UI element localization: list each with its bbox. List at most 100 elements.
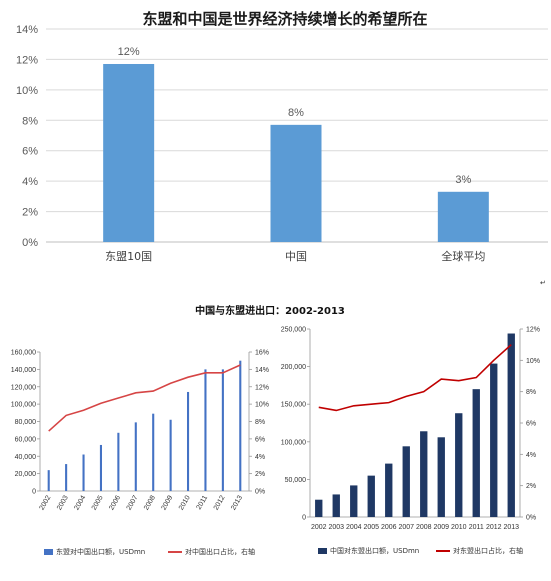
x-tick-label: 2003 [56, 494, 70, 511]
bar [47, 470, 50, 491]
y-tick-label: 4% [22, 176, 38, 188]
y-tick-label: 6% [22, 146, 38, 158]
y-left-tick-label: 60,000 [15, 436, 37, 443]
bottom-right-bars [315, 333, 515, 517]
x-tick-label: 2003 [328, 524, 344, 531]
bottom-left-line [48, 364, 241, 432]
x-tick-label: 2007 [398, 524, 414, 531]
bottom-chart-title: 中国与东盟进出口：2002-2013 [195, 304, 345, 317]
top-chart-y-axis: 0% 2% 4% 6% 8% 10% 12% 14% [16, 24, 38, 249]
y-right-tick-label: 0% [526, 515, 536, 522]
legend-swatch-bar [318, 548, 327, 554]
y-right-tick-label: 2% [526, 483, 536, 490]
x-tick-label: 2006 [381, 524, 397, 531]
bar [221, 369, 224, 491]
x-tick-label: 2013 [230, 494, 244, 511]
legend-swatch-bar [44, 549, 53, 555]
y-right-tick-label: 8% [526, 389, 536, 396]
bottom-right-chart: 0 50,000 100,000 150,000 200,000 250,000 0% 2% 4… [281, 327, 540, 556]
legend-label: 对中国出口占比，右轴 [185, 547, 255, 556]
data-label: 12% [118, 46, 140, 58]
y-right-tick-label: 0% [255, 489, 265, 496]
x-tick-label: 2012 [213, 494, 227, 511]
bottom-right-axes: 0 50,000 100,000 150,000 200,000 250,000 0% 2% 4… [281, 327, 540, 532]
y-right-tick-label: 10% [255, 402, 269, 409]
y-left-tick-label: 150,000 [281, 402, 306, 409]
x-tick-label: 2011 [196, 494, 210, 511]
paragraph-mark-icon: ↵ [540, 280, 546, 287]
bar [455, 413, 463, 517]
data-label: 3% [455, 174, 471, 186]
bar [490, 363, 498, 517]
x-tick-label: 2009 [433, 524, 449, 531]
y-right-tick-label: 4% [526, 452, 536, 459]
bar [437, 437, 445, 517]
y-right-tick-label: 12% [255, 384, 269, 391]
x-tick-label: 2008 [416, 524, 432, 531]
x-tick-label: 2002 [39, 494, 53, 511]
y-right-tick-label: 10% [526, 358, 540, 365]
bar [507, 333, 515, 517]
y-left-tick-label: 160,000 [11, 350, 36, 357]
bottom-left-legend: 东盟对中国出口额，USDmn 对中国出口占比，右轴 [44, 547, 255, 556]
y-right-tick-label: 8% [255, 419, 265, 426]
x-tick-label: 2005 [91, 494, 105, 511]
x-tick-label: 2013 [503, 524, 519, 531]
x-tick-label: 2010 [451, 524, 467, 531]
x-tick-label: 2012 [486, 524, 502, 531]
bar [103, 63, 155, 242]
x-tick-label: 2004 [73, 494, 87, 511]
y-right-tick-label: 6% [526, 421, 536, 428]
bar [367, 475, 375, 517]
top-chart-title: 东盟和中国是世界经济持续增长的希望所在 [142, 10, 427, 28]
x-tick-label: 2006 [108, 494, 122, 511]
y-left-tick-label: 100,000 [11, 402, 36, 409]
x-tick-label: 2011 [469, 524, 484, 531]
bar [402, 446, 410, 517]
y-right-tick-label: 2% [255, 471, 265, 478]
legend-label: 对东盟出口占比，右轴 [453, 546, 523, 555]
top-chart-x-axis: 东盟10国 中国 全球平均 [105, 249, 485, 263]
bar [332, 494, 340, 517]
y-tick-label: 0% [22, 237, 38, 249]
category-label: 全球平均 [441, 249, 485, 263]
y-right-tick-label: 6% [255, 436, 265, 443]
y-left-tick-label: 20,000 [15, 471, 37, 478]
y-left-tick-label: 0 [302, 515, 306, 522]
x-tick-label: 2005 [363, 524, 379, 531]
bar [350, 485, 358, 517]
category-label: 中国 [285, 250, 307, 263]
y-right-tick-label: 12% [526, 327, 540, 334]
x-tick-label: 2008 [143, 494, 157, 511]
y-tick-label: 10% [16, 85, 38, 97]
y-right-tick-label: 4% [255, 454, 265, 461]
y-left-tick-label: 250,000 [281, 327, 306, 334]
bottom-right-line [318, 344, 512, 412]
bar [437, 191, 489, 242]
bar [472, 389, 480, 517]
bar [315, 499, 323, 517]
y-left-tick-label: 80,000 [15, 419, 37, 426]
y-tick-label: 2% [22, 207, 38, 219]
y-left-tick-label: 140,000 [11, 367, 36, 374]
bar [117, 432, 120, 491]
legend-label: 中国对东盟出口额，USDmn [330, 546, 419, 555]
y-tick-label: 12% [16, 54, 38, 66]
x-tick-label: 2009 [161, 494, 175, 511]
x-tick-label: 2010 [178, 494, 192, 511]
bar [239, 360, 242, 491]
y-left-tick-label: 0 [32, 489, 36, 496]
y-tick-label: 8% [22, 115, 38, 127]
top-bar-chart: 东盟和中国是世界经济持续增长的希望所在 12% 8% 3% 0% 2% 4% 6% 8% 10… [16, 10, 548, 263]
bar [169, 419, 172, 491]
y-tick-label: 14% [16, 24, 38, 36]
data-label: 8% [288, 107, 304, 119]
bar [204, 369, 207, 491]
bar [65, 464, 68, 491]
bar [420, 431, 428, 517]
x-tick-label: 2007 [126, 494, 140, 511]
bar [99, 444, 103, 491]
series-line [48, 364, 241, 432]
y-right-tick-label: 14% [255, 367, 269, 374]
